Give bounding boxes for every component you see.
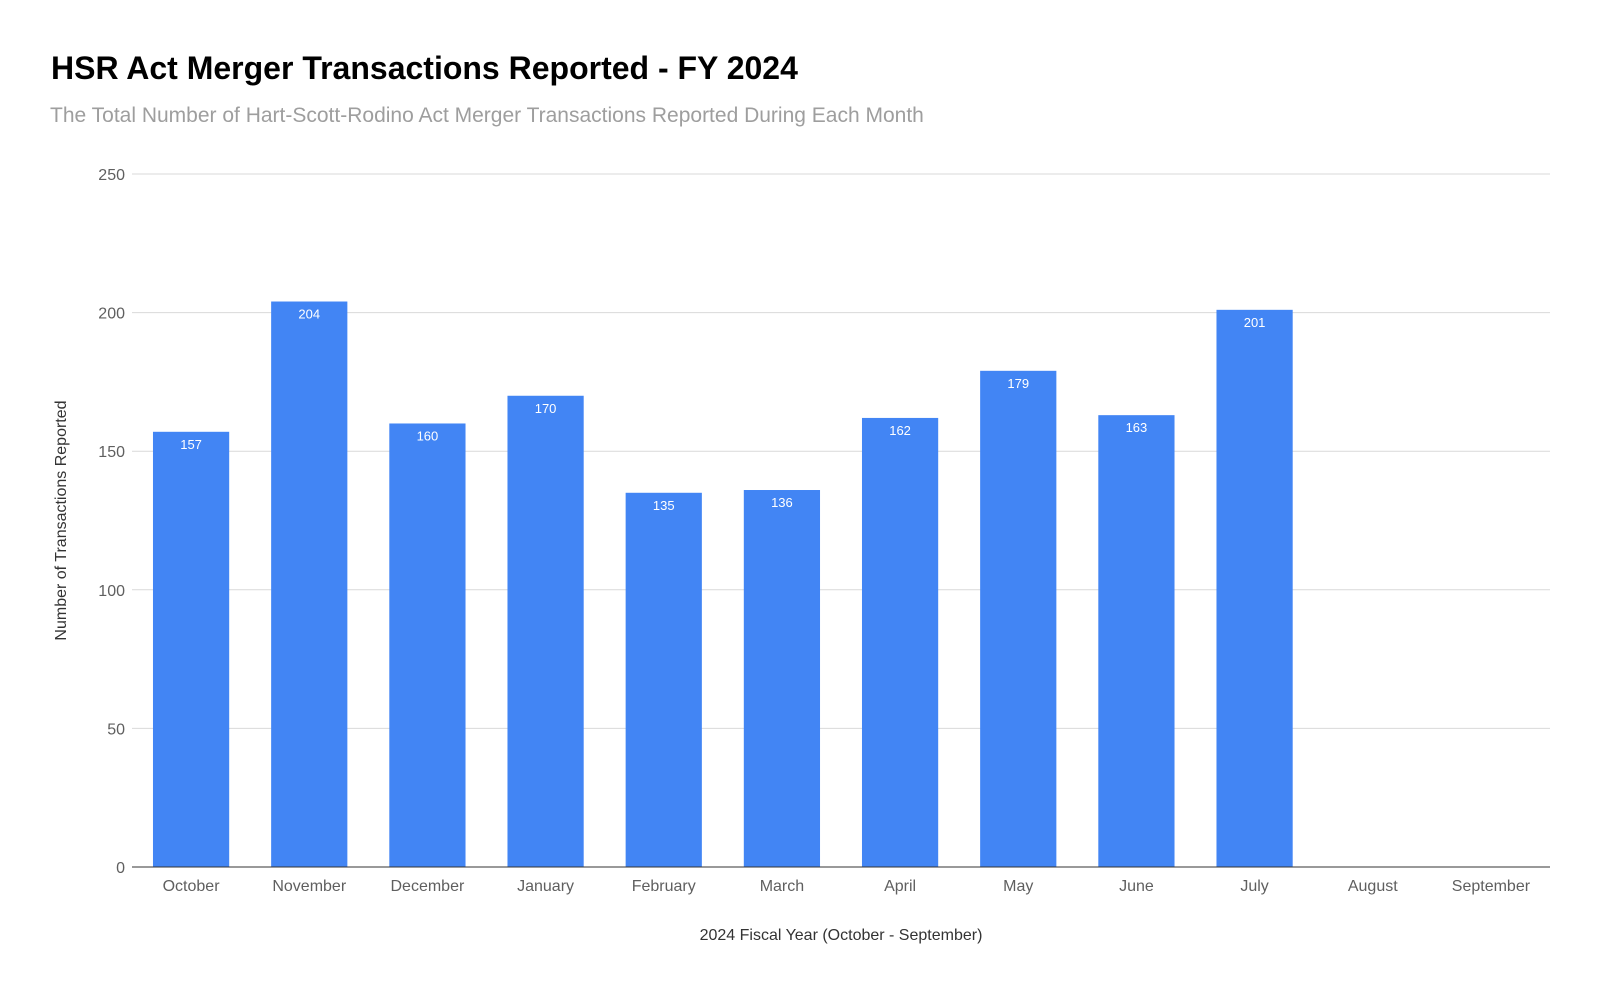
x-tick-label-february: February	[632, 878, 696, 895]
x-tick-label-march: March	[760, 878, 804, 895]
bar-april	[861, 417, 939, 867]
bar-value-label-december: 160	[417, 428, 439, 443]
bar-value-label-july: 201	[1244, 315, 1266, 330]
chart-title: HSR Act Merger Transactions Reported - F…	[51, 50, 798, 86]
x-tick-label-november: November	[272, 878, 346, 895]
gridlines	[132, 173, 1550, 729]
y-tick-label-150: 150	[98, 444, 125, 461]
x-tick-label-june: June	[1119, 878, 1154, 895]
bars	[152, 301, 1293, 868]
x-axis-ticks: October November December January February Ma…	[163, 878, 1531, 895]
x-tick-label-september: September	[1452, 878, 1531, 895]
bar-december	[389, 423, 466, 867]
bar-may	[980, 370, 1057, 867]
y-axis-ticks: 0 50 100 150 200 250	[98, 167, 125, 877]
y-tick-label-0: 0	[116, 860, 125, 877]
bar-october	[152, 431, 230, 867]
bar-july	[1216, 309, 1293, 867]
x-tick-label-april: April	[884, 878, 916, 895]
bar-january	[507, 395, 584, 867]
x-tick-label-october: October	[163, 878, 221, 895]
x-tick-label-january: January	[517, 878, 574, 895]
bar-value-label-october: 157	[180, 437, 202, 452]
x-tick-label-december: December	[391, 878, 465, 895]
bar-june	[1098, 415, 1175, 867]
x-tick-label-july: July	[1240, 878, 1268, 895]
bar-value-label-march: 136	[771, 495, 793, 510]
bar-value-label-february: 135	[653, 498, 675, 513]
y-axis-title: Number of Transactions Reported	[53, 400, 70, 640]
x-axis-title: 2024 Fiscal Year (October - September)	[700, 927, 983, 944]
bar-february	[625, 492, 702, 867]
chart-subtitle: The Total Number of Hart-Scott-Rodino Ac…	[50, 104, 924, 127]
bar-value-label-may: 179	[1007, 376, 1029, 391]
x-tick-label-may: May	[1003, 878, 1033, 895]
y-tick-label-200: 200	[98, 306, 125, 323]
bar-value-label-january: 170	[535, 401, 557, 416]
y-tick-label-100: 100	[98, 583, 125, 600]
bar-value-label-november: 204	[298, 307, 320, 322]
x-tick-label-august: August	[1348, 878, 1398, 895]
bar-value-label-june: 163	[1126, 420, 1148, 435]
y-tick-label-50: 50	[107, 721, 125, 738]
bar-value-label-april: 162	[889, 423, 911, 438]
bar-march	[743, 490, 821, 867]
y-tick-label-250: 250	[98, 167, 125, 184]
bar-november	[271, 301, 348, 868]
bar-value-labels: 157 204 160 170 135 136 162 179 163 201	[180, 307, 1265, 513]
